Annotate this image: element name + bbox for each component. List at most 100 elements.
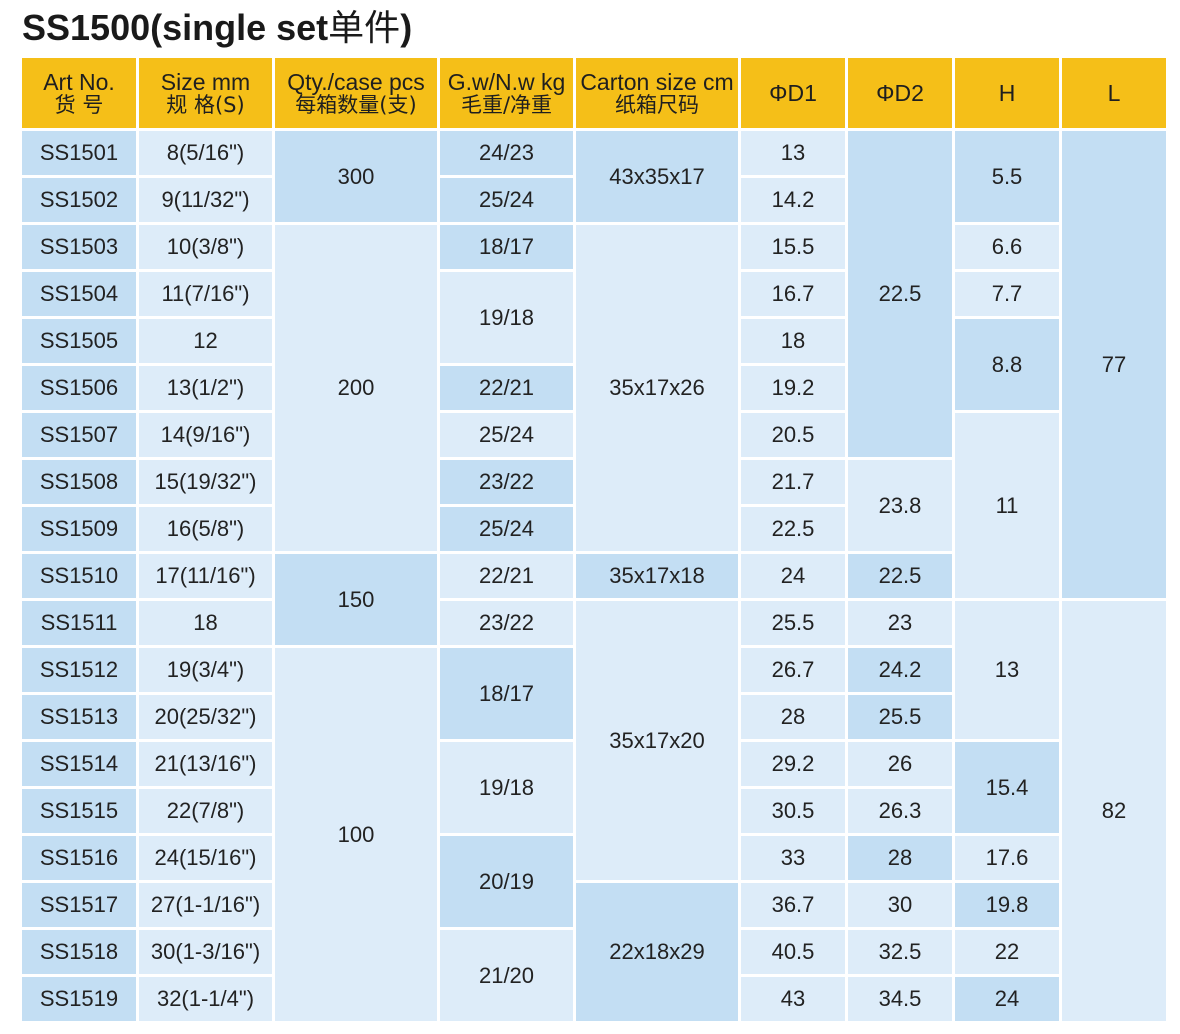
qty-cell: 150 (275, 554, 437, 645)
art-no-cell: SS1504 (22, 272, 136, 316)
h-cell: 5.5 (955, 131, 1059, 222)
art-no-cell: SS1509 (22, 507, 136, 551)
size-cell: 16(5/8") (139, 507, 272, 551)
h-cell: 22 (955, 930, 1059, 974)
size-cell: 32(1-1/4") (139, 977, 272, 1021)
art-no-cell: SS1519 (22, 977, 136, 1021)
d1-cell: 18 (741, 319, 845, 363)
d1-cell: 40.5 (741, 930, 845, 974)
qty-cell: 300 (275, 131, 437, 222)
art-no-cell: SS1502 (22, 178, 136, 222)
art-no-cell: SS1501 (22, 131, 136, 175)
size-cell: 13(1/2") (139, 366, 272, 410)
size-cell: 9(11/32") (139, 178, 272, 222)
d1-cell: 16.7 (741, 272, 845, 316)
size-cell: 24(15/16") (139, 836, 272, 880)
art-no-cell: SS1508 (22, 460, 136, 504)
h-cell: 19.8 (955, 883, 1059, 927)
header-art-no: Art No. 货 号 (22, 58, 136, 128)
weight-cell: 21/20 (440, 930, 573, 1021)
weight-cell: 20/19 (440, 836, 573, 927)
art-no-cell: SS1510 (22, 554, 136, 598)
art-no-cell: SS1507 (22, 413, 136, 457)
page-title: SS1500(single set单件) (22, 7, 413, 49)
carton-cell: 35x17x20 (576, 601, 738, 880)
size-cell: 17(11/16") (139, 554, 272, 598)
d1-cell: 29.2 (741, 742, 845, 786)
size-cell: 15(19/32") (139, 460, 272, 504)
d2-cell: 22.5 (848, 554, 952, 598)
d2-cell: 30 (848, 883, 952, 927)
h-cell: 11 (955, 413, 1059, 598)
d1-cell: 20.5 (741, 413, 845, 457)
weight-cell: 22/21 (440, 366, 573, 410)
qty-cell: 200 (275, 225, 437, 551)
d2-cell: 23 (848, 601, 952, 645)
h-cell: 17.6 (955, 836, 1059, 880)
d2-cell: 25.5 (848, 695, 952, 739)
l-cell: 82 (1062, 601, 1166, 1021)
d1-cell: 14.2 (741, 178, 845, 222)
weight-cell: 18/17 (440, 225, 573, 269)
d1-cell: 33 (741, 836, 845, 880)
header-weight: G.w/N.w kg 毛重/净重 (440, 58, 573, 128)
art-no-cell: SS1506 (22, 366, 136, 410)
header-carton: Carton size cm 纸箱尺码 (576, 58, 738, 128)
art-no-cell: SS1505 (22, 319, 136, 363)
d2-cell: 26 (848, 742, 952, 786)
art-no-cell: SS1513 (22, 695, 136, 739)
art-no-cell: SS1515 (22, 789, 136, 833)
weight-cell: 25/24 (440, 507, 573, 551)
weight-cell: 23/22 (440, 601, 573, 645)
weight-cell: 22/21 (440, 554, 573, 598)
d1-cell: 43 (741, 977, 845, 1021)
d1-cell: 26.7 (741, 648, 845, 692)
carton-cell: 35x17x26 (576, 225, 738, 551)
weight-cell: 25/24 (440, 178, 573, 222)
size-cell: 8(5/16") (139, 131, 272, 175)
header-l: L (1062, 58, 1166, 128)
size-cell: 18 (139, 601, 272, 645)
h-cell: 8.8 (955, 319, 1059, 410)
header-h: H (955, 58, 1059, 128)
weight-cell: 25/24 (440, 413, 573, 457)
h-cell: 24 (955, 977, 1059, 1021)
size-cell: 21(13/16") (139, 742, 272, 786)
weight-cell: 23/22 (440, 460, 573, 504)
h-cell: 15.4 (955, 742, 1059, 833)
size-cell: 11(7/16") (139, 272, 272, 316)
d2-cell: 22.5 (848, 131, 952, 457)
header-qty: Qty./case pcs 每箱数量(支) (275, 58, 437, 128)
header-size: Size mm 规 格(S) (139, 58, 272, 128)
d1-cell: 19.2 (741, 366, 845, 410)
art-no-cell: SS1512 (22, 648, 136, 692)
art-no-cell: SS1503 (22, 225, 136, 269)
d1-cell: 28 (741, 695, 845, 739)
carton-cell: 22x18x29 (576, 883, 738, 1021)
weight-cell: 19/18 (440, 742, 573, 833)
art-no-cell: SS1511 (22, 601, 136, 645)
size-cell: 22(7/8") (139, 789, 272, 833)
h-cell: 13 (955, 601, 1059, 739)
d2-cell: 23.8 (848, 460, 952, 551)
d1-cell: 30.5 (741, 789, 845, 833)
art-no-cell: SS1514 (22, 742, 136, 786)
l-cell: 77 (1062, 131, 1166, 598)
d2-cell: 28 (848, 836, 952, 880)
qty-cell: 100 (275, 648, 437, 1021)
spec-table: Art No. 货 号 Size mm 规 格(S) Qty./case pcs 每箱… (22, 58, 1166, 1021)
d2-cell: 32.5 (848, 930, 952, 974)
size-cell: 20(25/32") (139, 695, 272, 739)
size-cell: 10(3/8") (139, 225, 272, 269)
weight-cell: 19/18 (440, 272, 573, 363)
art-no-cell: SS1517 (22, 883, 136, 927)
d1-cell: 15.5 (741, 225, 845, 269)
d1-cell: 22.5 (741, 507, 845, 551)
d2-cell: 34.5 (848, 977, 952, 1021)
carton-cell: 43x35x17 (576, 131, 738, 222)
d2-cell: 24.2 (848, 648, 952, 692)
size-cell: 30(1-3/16") (139, 930, 272, 974)
art-no-cell: SS1518 (22, 930, 136, 974)
d1-cell: 21.7 (741, 460, 845, 504)
size-cell: 27(1-1/16") (139, 883, 272, 927)
